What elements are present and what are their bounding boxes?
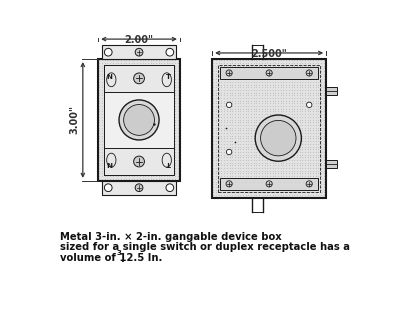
Text: 3: 3 — [117, 250, 122, 256]
Circle shape — [124, 105, 154, 135]
Circle shape — [307, 102, 312, 108]
Circle shape — [105, 48, 112, 56]
Text: 2.500": 2.500" — [251, 49, 287, 59]
Bar — [102, 181, 176, 195]
Circle shape — [134, 156, 145, 167]
Text: Metal 3-in. × 2-in. gangable device box: Metal 3-in. × 2-in. gangable device box — [60, 232, 282, 242]
Text: N: N — [107, 74, 113, 80]
Text: T: T — [166, 160, 171, 166]
Text: sized for a single switch or duplex receptacle has a: sized for a single switch or duplex rece… — [60, 242, 350, 252]
Text: volume of 12.5 In.: volume of 12.5 In. — [60, 253, 162, 263]
Circle shape — [255, 115, 301, 161]
Circle shape — [135, 48, 143, 56]
Bar — [218, 65, 320, 192]
Text: .: . — [120, 254, 124, 264]
Circle shape — [227, 149, 232, 155]
Circle shape — [226, 70, 232, 76]
Bar — [212, 59, 326, 198]
Circle shape — [306, 70, 312, 76]
Bar — [104, 148, 175, 175]
Circle shape — [166, 184, 174, 192]
Text: 3.00": 3.00" — [70, 105, 80, 135]
Bar — [104, 64, 175, 92]
Circle shape — [134, 73, 145, 84]
Bar — [212, 59, 326, 198]
Bar — [102, 45, 176, 59]
Text: N: N — [107, 160, 113, 166]
Bar — [220, 67, 318, 79]
Text: 2.00": 2.00" — [124, 35, 154, 45]
Bar — [326, 160, 337, 168]
Circle shape — [119, 100, 159, 140]
Circle shape — [135, 184, 143, 192]
Bar — [104, 64, 175, 175]
Circle shape — [227, 102, 232, 108]
Bar — [326, 87, 337, 95]
Circle shape — [105, 184, 112, 192]
Bar — [98, 59, 180, 181]
Circle shape — [266, 181, 272, 187]
Circle shape — [306, 181, 312, 187]
Bar — [98, 59, 180, 181]
Bar — [220, 178, 318, 190]
Circle shape — [266, 70, 272, 76]
Circle shape — [166, 48, 174, 56]
Text: T: T — [166, 74, 171, 80]
Circle shape — [226, 181, 232, 187]
Circle shape — [261, 121, 296, 156]
